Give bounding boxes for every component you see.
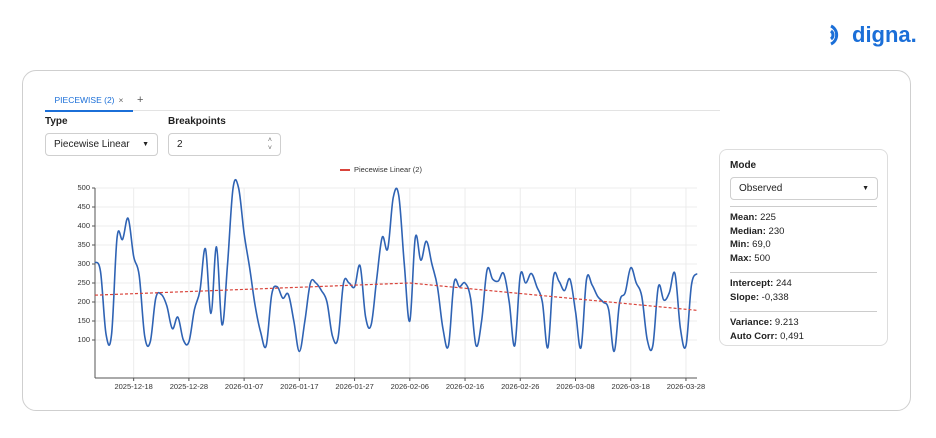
- stat-value: 244: [775, 278, 792, 289]
- stat-label: Min:: [730, 239, 750, 250]
- stat-value: 0,491: [780, 330, 804, 342]
- logo-text: digna.: [852, 22, 917, 47]
- y-tick-label: 300: [77, 259, 90, 268]
- breakpoints-value: 2: [177, 139, 183, 150]
- x-tick-label: 2026-01-07: [225, 382, 263, 391]
- stat-label: Median:: [730, 225, 766, 237]
- x-tick-label: 2026-02-06: [391, 382, 429, 391]
- stats-panel: Mode Observed ▼ Mean: 225 Median: 230 Min: …: [719, 149, 888, 346]
- stat-label: Mean:: [730, 212, 758, 223]
- x-tick-label: 2026-02-16: [446, 382, 484, 391]
- stat-value: 225: [760, 212, 776, 223]
- stat-label: Slope:: [730, 291, 760, 303]
- y-tick-label: 100: [77, 335, 90, 344]
- mode-label: Mode: [730, 160, 757, 171]
- tab-close[interactable]: ×: [118, 95, 124, 105]
- type-value: Piecewise Linear: [54, 139, 130, 150]
- y-tick-label: 350: [77, 240, 90, 249]
- x-tick-label: 2026-01-27: [335, 382, 373, 391]
- x-tick-label: 2026-03-08: [556, 382, 594, 391]
- y-tick-label: 150: [77, 316, 90, 325]
- mode-select[interactable]: Observed ▼: [730, 177, 878, 200]
- stat-value: 9.213: [774, 317, 799, 328]
- y-tick-label: 500: [77, 183, 90, 192]
- x-tick-label: 2026-03-28: [667, 382, 705, 391]
- stat-value: -0,338: [761, 291, 789, 303]
- add-tab[interactable]: +: [137, 94, 144, 106]
- stat-row: Slope: -0,338: [730, 292, 789, 303]
- type-select[interactable]: Piecewise Linear ▼: [45, 133, 158, 156]
- divider: [730, 272, 877, 273]
- stat-value: 500: [754, 252, 771, 264]
- x-tick-label: 2025-12-18: [114, 382, 152, 391]
- stat-label: Variance:: [730, 317, 773, 328]
- logo-icon: [829, 24, 839, 46]
- tab-bar: [45, 90, 720, 111]
- legend-label: Piecewise Linear (2): [354, 165, 422, 174]
- mode-value: Observed: [739, 183, 783, 194]
- stat-row: Min: 69,0: [730, 239, 771, 250]
- y-tick-label: 400: [77, 221, 90, 230]
- x-tick-label: 2026-03-18: [612, 382, 650, 391]
- x-tick-label: 2026-02-26: [501, 382, 539, 391]
- stat-value: 230: [768, 225, 785, 237]
- series-line: [94, 178, 698, 353]
- y-tick-label: 200: [77, 297, 90, 306]
- stat-row: Intercept: 244: [730, 278, 792, 289]
- divider: [730, 311, 877, 312]
- x-tick-label: 2026-01-17: [280, 382, 318, 391]
- logo: digna.: [828, 22, 917, 48]
- stat-row: Mean: 225: [730, 212, 776, 223]
- x-tick-label: 2025-12-28: [170, 382, 208, 391]
- tab-label: PIECEWISE (2): [54, 95, 115, 105]
- y-tick-label: 250: [77, 278, 90, 287]
- stat-label: Intercept:: [730, 278, 774, 289]
- stat-row: Median: 230: [730, 226, 784, 237]
- tab[interactable]: PIECEWISE (2) ×: [45, 90, 133, 112]
- stat-label: Max:: [730, 252, 752, 264]
- type-label: Type: [45, 116, 68, 127]
- y-tick-label: 450: [77, 202, 90, 211]
- stat-row: Variance: 9.213: [730, 317, 799, 328]
- divider: [730, 206, 877, 207]
- breakpoints-input[interactable]: 2 ˄ ˅: [168, 133, 281, 156]
- stat-label: Auto Corr:: [730, 330, 778, 342]
- breakpoints-label: Breakpoints: [168, 116, 226, 127]
- stat-row: Auto Corr: 0,491: [730, 331, 804, 342]
- card: [22, 70, 911, 411]
- stat-value: 69,0: [752, 239, 771, 250]
- series-line: [94, 282, 698, 311]
- stat-row: Max: 500: [730, 253, 770, 264]
